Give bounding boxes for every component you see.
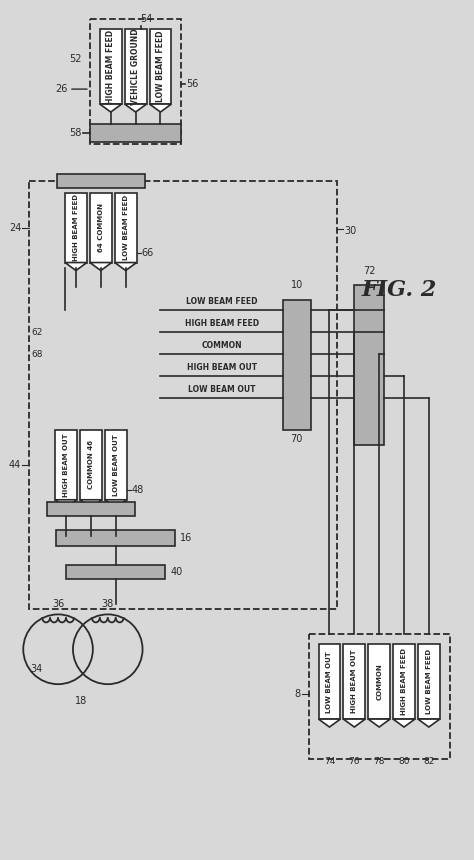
Text: 54: 54	[141, 15, 153, 24]
Text: 30: 30	[345, 225, 356, 236]
Text: 64 COMMON: 64 COMMON	[98, 203, 104, 252]
Text: LOW BEAM FEED: LOW BEAM FEED	[156, 31, 165, 102]
Polygon shape	[319, 719, 340, 727]
Text: LOW BEAM FEED: LOW BEAM FEED	[186, 298, 257, 306]
Text: 48: 48	[132, 485, 144, 494]
Bar	[90, 19, 182, 144]
Text: LOW BEAM OUT: LOW BEAM OUT	[188, 385, 255, 394]
Text: LOW BEAM OUT: LOW BEAM OUT	[113, 434, 118, 495]
Text: 18: 18	[75, 696, 87, 706]
Polygon shape	[65, 262, 87, 271]
Text: 44: 44	[9, 460, 21, 470]
Text: COMMON 46: COMMON 46	[88, 440, 94, 489]
Text: LOW BEAM FEED: LOW BEAM FEED	[123, 195, 128, 261]
Text: 10: 10	[291, 280, 303, 291]
Bar	[393, 644, 415, 719]
Text: 34: 34	[30, 664, 42, 674]
Text: HIGH BEAM OUT: HIGH BEAM OUT	[187, 363, 256, 372]
Text: HIGH BEAM FEED: HIGH BEAM FEED	[184, 319, 259, 329]
Bar	[100, 29, 122, 104]
Text: HIGH BEAM OUT: HIGH BEAM OUT	[351, 650, 357, 714]
Bar	[343, 644, 365, 719]
Text: 74: 74	[324, 757, 335, 766]
Text: 8: 8	[294, 689, 301, 699]
Bar	[283, 300, 310, 430]
Text: 40: 40	[170, 567, 182, 576]
Text: 56: 56	[186, 79, 199, 89]
Bar	[418, 644, 440, 719]
Text: 70: 70	[291, 434, 303, 444]
Bar	[57, 174, 145, 187]
Text: 66: 66	[142, 248, 154, 258]
Bar	[105, 430, 127, 500]
Polygon shape	[343, 719, 365, 727]
Text: COMMON: COMMON	[201, 341, 242, 350]
Text: 24: 24	[9, 223, 21, 233]
Bar	[65, 193, 87, 262]
Bar	[115, 193, 137, 262]
Polygon shape	[55, 500, 77, 507]
Text: HIGH BEAM FEED: HIGH BEAM FEED	[73, 194, 79, 261]
Text: 38: 38	[101, 599, 114, 610]
Text: LOW BEAM FEED: LOW BEAM FEED	[426, 649, 432, 715]
Bar	[125, 29, 146, 104]
Bar	[66, 564, 165, 579]
Bar	[149, 29, 172, 104]
Text: 58: 58	[70, 128, 82, 138]
Bar	[309, 635, 450, 759]
Text: HIGH BEAM FEED: HIGH BEAM FEED	[106, 29, 115, 104]
Text: HIGH BEAM OUT: HIGH BEAM OUT	[63, 433, 69, 497]
Polygon shape	[418, 719, 440, 727]
Polygon shape	[80, 500, 102, 507]
Bar	[80, 430, 102, 500]
Polygon shape	[149, 104, 172, 112]
Polygon shape	[105, 500, 127, 507]
Bar	[354, 286, 384, 445]
Bar	[56, 530, 175, 545]
Text: 62: 62	[31, 328, 43, 337]
Polygon shape	[368, 719, 390, 727]
Text: 36: 36	[52, 599, 64, 610]
Polygon shape	[90, 262, 112, 271]
Text: 68: 68	[31, 350, 43, 359]
Text: COMMON: COMMON	[376, 663, 382, 700]
Text: 16: 16	[180, 532, 192, 543]
Text: 72: 72	[363, 266, 375, 275]
Bar	[90, 124, 182, 142]
Text: 80: 80	[398, 757, 410, 766]
Bar	[319, 644, 340, 719]
Polygon shape	[115, 262, 137, 271]
Text: 76: 76	[348, 757, 360, 766]
Bar	[55, 430, 77, 500]
Bar	[368, 644, 390, 719]
Polygon shape	[125, 104, 146, 112]
Polygon shape	[100, 104, 122, 112]
Text: LOW BEAM OUT: LOW BEAM OUT	[327, 651, 332, 713]
Polygon shape	[393, 719, 415, 727]
Text: FIG. 2: FIG. 2	[361, 280, 437, 302]
Bar	[47, 501, 135, 516]
Text: 52: 52	[69, 54, 82, 64]
Bar	[90, 193, 112, 262]
Text: HIGH BEAM FEED: HIGH BEAM FEED	[401, 648, 407, 716]
Text: 26: 26	[55, 84, 67, 94]
Bar	[29, 181, 337, 610]
Text: VEHICLE GROUND: VEHICLE GROUND	[131, 28, 140, 105]
Text: 82: 82	[423, 757, 435, 766]
Text: 78: 78	[374, 757, 385, 766]
